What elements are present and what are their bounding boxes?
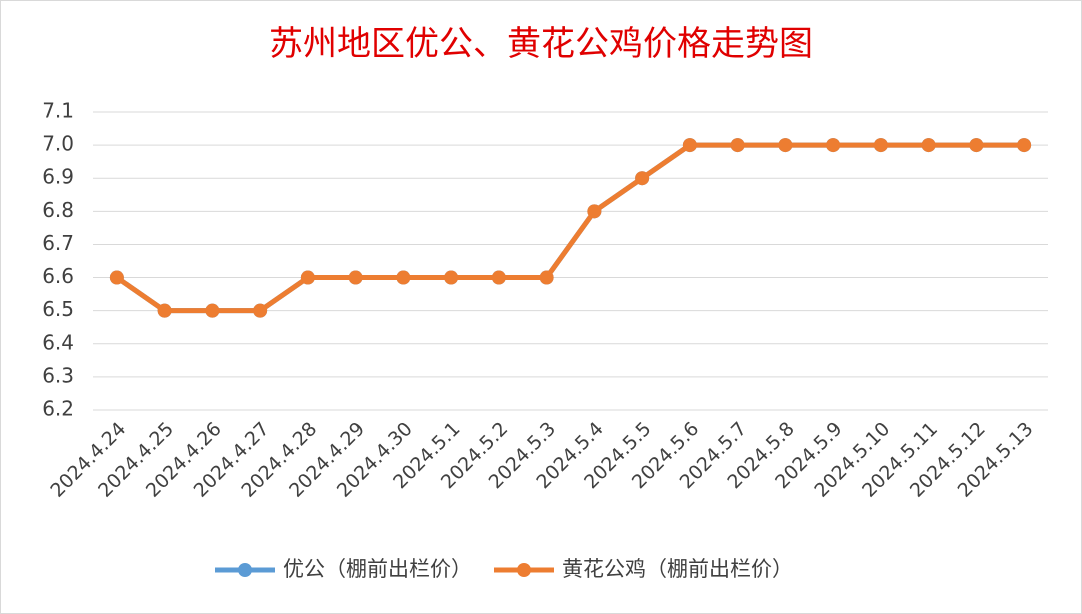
point bbox=[396, 270, 411, 285]
y-tick-label: 6.7 bbox=[42, 231, 74, 255]
point bbox=[826, 138, 841, 153]
point bbox=[635, 171, 650, 186]
legend-marker bbox=[238, 563, 252, 577]
y-tick-label: 6.5 bbox=[42, 297, 74, 321]
legend-label: 黄花公鸡（棚前出栏价） bbox=[562, 557, 793, 581]
point bbox=[587, 204, 602, 219]
legend-marker bbox=[517, 563, 531, 577]
point bbox=[539, 270, 554, 285]
chart-title: 苏州地区优公、黄花公鸡价格走势图 bbox=[269, 24, 813, 64]
point bbox=[348, 270, 363, 285]
point bbox=[1017, 138, 1032, 153]
point bbox=[444, 270, 459, 285]
y-tick-label: 6.4 bbox=[42, 330, 74, 354]
y-tick-label: 6.6 bbox=[42, 264, 74, 288]
series-line bbox=[115, 142, 1025, 314]
point bbox=[873, 138, 888, 153]
point bbox=[682, 138, 697, 153]
y-tick-label: 7.0 bbox=[42, 132, 74, 156]
legend-label: 优公（棚前出栏价） bbox=[283, 557, 472, 581]
point bbox=[205, 303, 220, 318]
y-tick-label: 6.2 bbox=[42, 397, 74, 421]
point bbox=[300, 270, 315, 285]
point bbox=[778, 138, 793, 153]
point bbox=[969, 138, 984, 153]
point bbox=[253, 303, 268, 318]
point bbox=[921, 138, 936, 153]
point bbox=[109, 270, 124, 285]
y-tick-label: 7.1 bbox=[42, 99, 74, 123]
y-tick-label: 6.3 bbox=[42, 363, 74, 387]
y-tick-label: 6.9 bbox=[42, 165, 74, 189]
point bbox=[730, 138, 745, 153]
y-tick-label: 6.8 bbox=[42, 198, 74, 222]
point bbox=[157, 303, 172, 318]
point bbox=[491, 270, 506, 285]
